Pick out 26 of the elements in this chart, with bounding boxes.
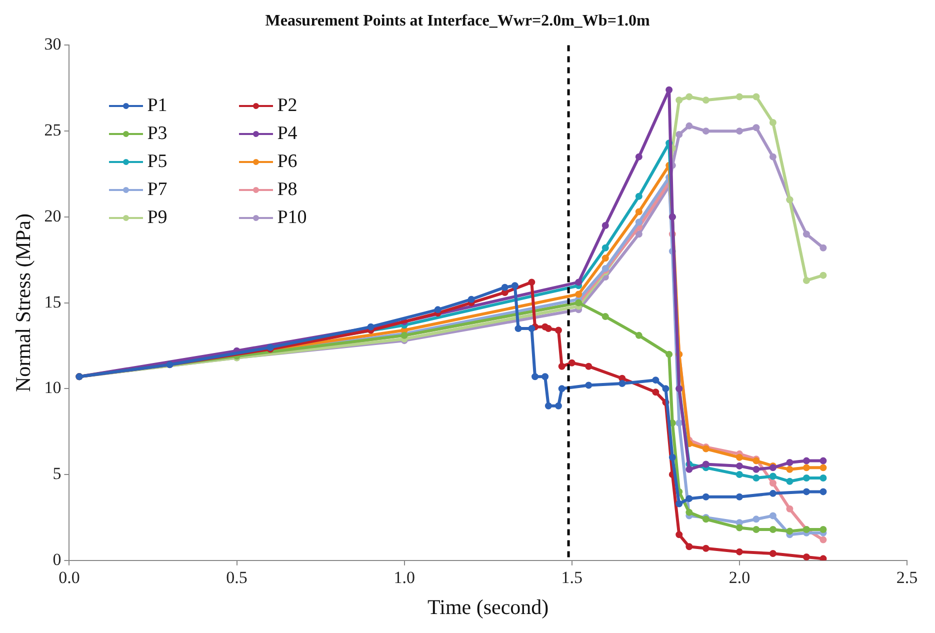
chart-title: Measurement Points at Interface_Wwr=2.0m_Wb=1.0m: [265, 12, 650, 30]
x-tick-label: 0.5: [226, 568, 248, 588]
x-tick-label: 1.5: [561, 568, 583, 588]
x-tick-label: 1.0: [394, 568, 415, 588]
y-tick-label: 25: [44, 120, 62, 140]
y-tick-label: 5: [52, 464, 62, 483]
y-axis-title: Normal Stress (MPa): [11, 214, 36, 392]
x-tick-label: 2.5: [896, 568, 918, 588]
x-axis-title: Time (second): [428, 594, 549, 619]
y-tick-label: 15: [44, 292, 62, 312]
legend-label: P9: [147, 207, 168, 230]
legend-label: P2: [277, 95, 298, 118]
legend-label: P3: [147, 123, 168, 146]
legend-label: P5: [147, 151, 168, 174]
x-tick-label: 0.0: [58, 568, 80, 588]
y-tick-label: 0: [52, 550, 62, 569]
legend-label: P8: [277, 179, 298, 202]
legend-label: P6: [277, 151, 298, 174]
x-tick-label: 2.0: [728, 568, 750, 588]
legend-label: P7: [147, 179, 168, 202]
legend-label: P4: [277, 123, 298, 146]
y-tick-label: 10: [44, 378, 62, 398]
y-tick-label: 30: [44, 34, 62, 54]
legend-label: P1: [147, 95, 168, 118]
legend-label: P10: [277, 207, 307, 230]
y-tick-label: 20: [44, 206, 62, 226]
